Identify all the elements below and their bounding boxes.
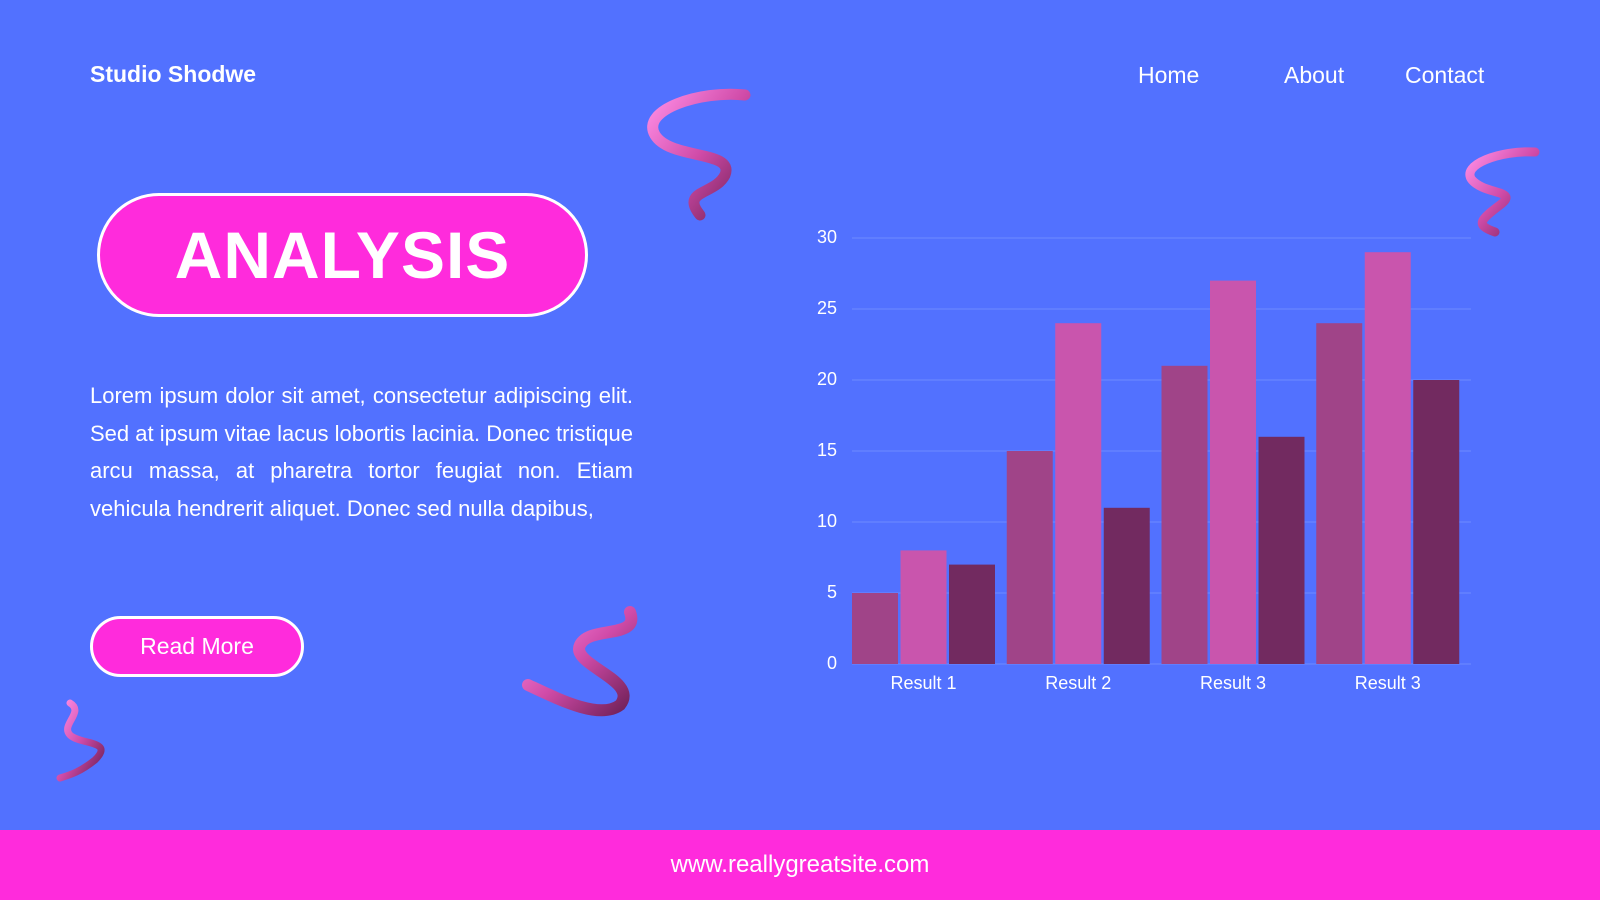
bar [1258,436,1305,664]
title: ANALYSIS [174,218,511,292]
y-tick-label: 20 [817,369,837,389]
y-tick-label: 15 [817,440,837,460]
squiggles [56,88,1540,782]
bar [1161,365,1208,664]
x-tick-label: Result 2 [1045,673,1111,693]
title-pill: ANALYSIS [97,193,588,317]
bar [1316,323,1363,664]
bar [1103,507,1150,664]
x-tick-label: Result 3 [1355,673,1421,693]
y-tick-label: 0 [827,653,837,673]
bar [852,593,898,664]
bar [1210,280,1256,664]
footer: www.reallygreatsite.com [0,830,1600,900]
read-more-button[interactable]: Read More [90,616,304,677]
y-tick-label: 5 [827,582,837,602]
squiggle [1465,147,1540,237]
button-label: Read More [140,633,254,659]
nav-link[interactable]: Home [1138,62,1200,88]
x-tick-label: Result 3 [1200,673,1266,693]
bar [1006,451,1053,664]
y-tick-label: 10 [817,511,837,531]
squiggle [647,88,751,221]
bar-chart: 0 5 10 15 20 25 30 Result 1 Result 2 Result 3 Resu… [817,227,1471,693]
footer-url[interactable]: www.reallygreatsite.com [670,851,930,878]
decor-and-chart: 0 5 10 15 20 25 30 Result 1 Result 2 Result 3 Resu… [56,88,1540,782]
squiggle [56,699,105,782]
nav-link[interactable]: About [1284,62,1345,88]
x-tick-label: Result 1 [890,673,956,693]
bar [949,564,995,664]
brand: Studio Shodwe [90,61,257,87]
bar [1364,252,1411,664]
nav-link[interactable]: Contact [1405,62,1485,88]
bar [900,550,947,664]
squiggle [522,606,638,717]
body-text: Lorem ipsum dolor sit amet, consectetur … [90,383,633,521]
bar [1413,380,1460,664]
y-tick-label: 30 [817,227,837,247]
bar [1055,323,1102,664]
y-tick-label: 25 [817,298,837,318]
